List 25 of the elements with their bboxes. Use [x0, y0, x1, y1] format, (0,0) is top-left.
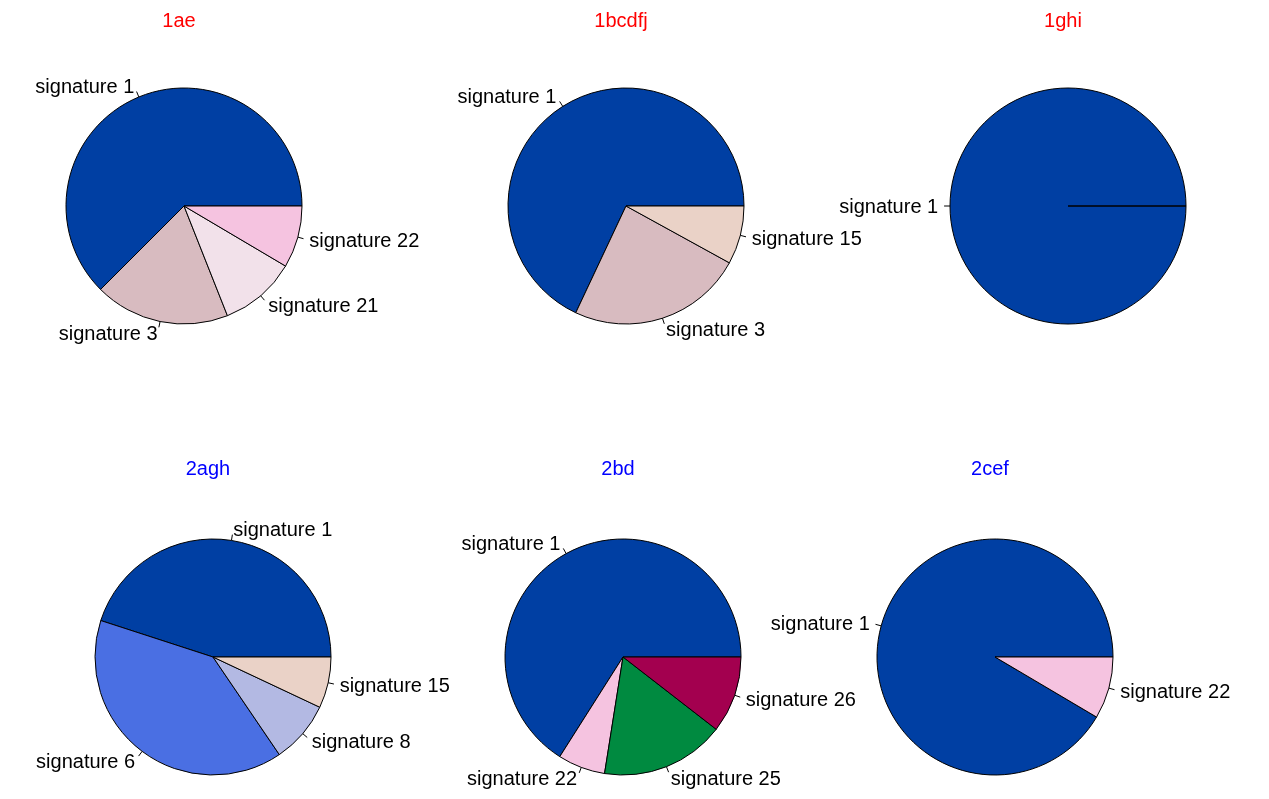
pie-slice — [876, 538, 1114, 776]
slice-label: signature 26 — [745, 688, 856, 711]
chart-title: 2bd — [600, 456, 636, 480]
slice-label: signature 21 — [268, 293, 379, 316]
slice-label: signature 8 — [311, 730, 411, 753]
slice-label: signature 3 — [58, 322, 158, 345]
slice-label: signature 1 — [233, 517, 333, 540]
slice-label: signature 25 — [670, 766, 781, 789]
slice-label: signature 1 — [770, 611, 870, 634]
slice-label: signature 1 — [35, 75, 135, 98]
chart-title: 1ae — [161, 8, 197, 32]
slice-label: signature 1 — [839, 195, 939, 217]
slice-label: signature 1 — [461, 532, 561, 555]
slice-label: signature 22 — [467, 767, 578, 790]
chart-title: 2cef — [970, 456, 1010, 480]
slice-label: signature 22 — [1120, 680, 1231, 703]
slice-label: signature 15 — [339, 674, 450, 697]
slice-label: signature 3 — [666, 318, 766, 341]
chart-title: 1ghi — [1043, 8, 1083, 32]
slice-label: signature 22 — [309, 229, 420, 252]
chart-title: 2agh — [184, 456, 232, 480]
chart-title: 1bcdfj — [593, 8, 649, 32]
slice-label: signature 6 — [36, 749, 136, 772]
slice-label: signature 15 — [751, 227, 862, 250]
slice-label: signature 1 — [457, 85, 557, 108]
